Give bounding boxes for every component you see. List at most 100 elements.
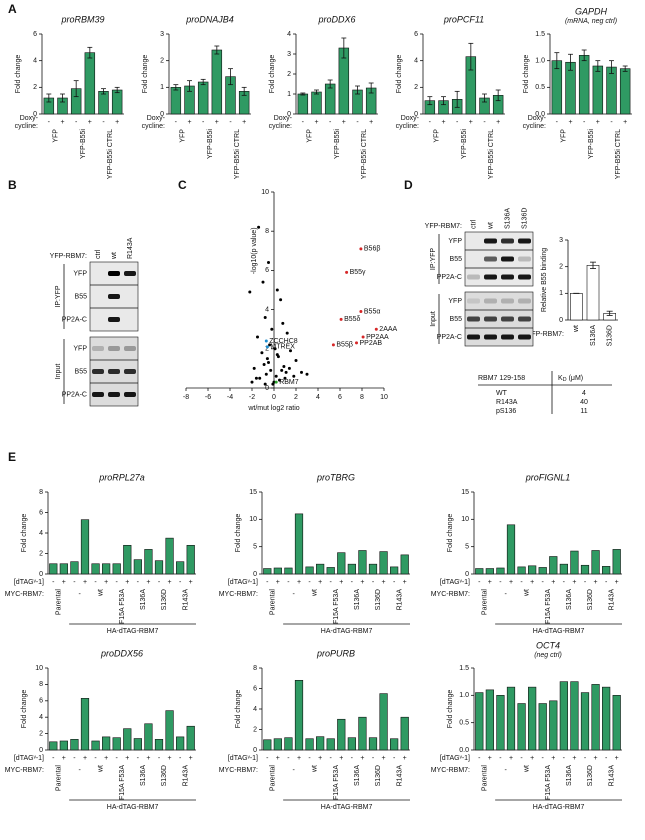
row-label: Doxy- [147, 115, 166, 122]
point-label: PP2AB [360, 340, 383, 347]
y-tick-label: 5 [465, 544, 469, 551]
y-tick-label: 10 [249, 516, 257, 523]
group-label: YFP-B55i CTRL [488, 129, 495, 179]
lane-label: S136D [521, 208, 528, 229]
sign-label: - [520, 579, 523, 586]
bar [154, 739, 164, 751]
point [265, 357, 269, 361]
band [92, 369, 104, 374]
y-tick-label: 0.0 [535, 111, 545, 118]
bar [144, 723, 153, 751]
sign-label: + [496, 119, 500, 126]
bar [606, 66, 617, 115]
point [272, 380, 276, 384]
group-label: R143A [182, 589, 189, 611]
point [267, 361, 270, 365]
band [518, 256, 531, 262]
sign-label: - [351, 579, 354, 586]
group-label: - [79, 767, 82, 774]
point [294, 359, 298, 363]
y-tick-label: 6 [265, 267, 269, 274]
sign-label: + [594, 579, 598, 586]
sign-label: + [572, 755, 576, 762]
band [518, 334, 531, 340]
group-label: - [505, 591, 508, 598]
panel-label: A [8, 2, 17, 16]
sign-label: - [137, 755, 140, 762]
error-bar [327, 79, 333, 89]
group-label: S136A [140, 765, 147, 786]
y-tick-label: 8 [39, 681, 43, 688]
sign-label: - [605, 755, 608, 762]
point [359, 247, 363, 251]
band [518, 238, 531, 244]
bar [316, 736, 325, 751]
y-axis-label: -log10(p value) [251, 227, 258, 274]
group-label: S136A [566, 589, 573, 610]
chart-title: proRBM39 [60, 14, 104, 24]
sign-label: + [104, 755, 108, 762]
sign-label: + [488, 579, 492, 586]
group-label: S136D [161, 765, 168, 786]
point [339, 317, 343, 321]
band [92, 346, 104, 351]
sign-label: - [158, 579, 161, 586]
row-label: PP2A-C [62, 391, 87, 398]
point [268, 343, 272, 347]
sign-label: - [266, 755, 269, 762]
point [269, 368, 273, 372]
sign-label: + [189, 755, 193, 762]
bar [578, 55, 590, 115]
sign-label: - [308, 579, 311, 586]
row-label: MYC-RBM7: [5, 591, 44, 598]
sign-label: - [330, 755, 333, 762]
point [248, 290, 252, 294]
group-label: S136A [354, 765, 361, 786]
bar [559, 681, 568, 751]
y-axis-label: Fold change [447, 690, 454, 729]
band [467, 298, 480, 304]
row-label: YFP [73, 270, 87, 277]
group-label: R143A [608, 765, 615, 787]
band [484, 298, 497, 304]
group-label: S136A [140, 589, 147, 610]
section-label: Input [430, 311, 437, 327]
bar [506, 686, 516, 751]
x-tick-label: 8 [360, 394, 364, 401]
row-label: Doxy- [274, 115, 293, 122]
group-label: wt [524, 765, 531, 773]
bar [528, 565, 537, 575]
bar [133, 738, 142, 751]
sign-label: + [382, 755, 386, 762]
band [108, 369, 120, 374]
x-tick-label: S136D [607, 325, 614, 346]
y-tick-label: 2 [39, 550, 43, 557]
bar [549, 700, 558, 751]
point-label: B55γ [350, 269, 366, 276]
table-cell: pS136 [496, 408, 516, 415]
footer-label: HA-dTAG-RBM7 [533, 804, 585, 811]
bar [538, 703, 547, 751]
sign-label: - [330, 579, 333, 586]
bar [284, 737, 293, 751]
bar [273, 738, 282, 751]
x-tick-label: 0 [272, 394, 276, 401]
bar [358, 550, 367, 575]
sign-label: - [556, 119, 559, 126]
y-tick-label: 4 [414, 58, 418, 65]
row-label: [dTAGᵛ-1] [14, 579, 44, 586]
y-tick-label: 1 [559, 290, 563, 297]
sign-label: - [499, 579, 502, 586]
sign-label: - [393, 579, 396, 586]
sign-label: + [369, 119, 373, 126]
error-bar [441, 96, 446, 106]
bar [570, 293, 583, 321]
point [267, 261, 270, 265]
row-label: MYC-RBM7: [219, 767, 258, 774]
sign-label: + [60, 119, 64, 126]
error-bar [427, 96, 433, 106]
sign-label: - [499, 755, 502, 762]
bar [390, 738, 399, 751]
point-label: PP2AA [366, 334, 389, 341]
sign-label: + [125, 755, 129, 762]
